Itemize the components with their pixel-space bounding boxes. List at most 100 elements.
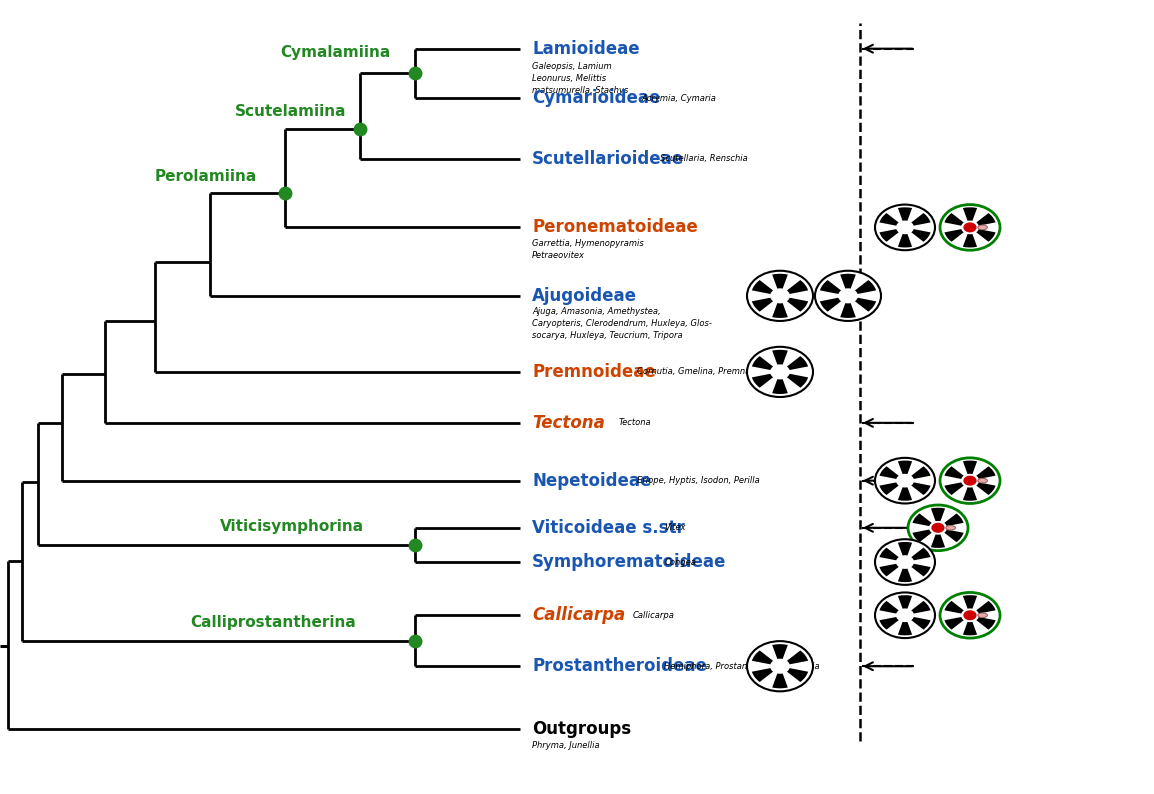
Circle shape — [875, 592, 935, 638]
Circle shape — [941, 458, 1001, 503]
Wedge shape — [879, 483, 899, 495]
Wedge shape — [898, 461, 912, 474]
Wedge shape — [772, 303, 788, 318]
Ellipse shape — [977, 478, 988, 483]
Wedge shape — [819, 280, 841, 294]
Wedge shape — [898, 207, 912, 221]
Wedge shape — [913, 514, 931, 526]
Text: Eriope, Hyptis, Isodon, Perilla: Eriope, Hyptis, Isodon, Perilla — [637, 476, 759, 485]
Ellipse shape — [946, 526, 956, 530]
Wedge shape — [772, 380, 788, 394]
Wedge shape — [819, 298, 841, 311]
Text: Ajugoideae: Ajugoideae — [532, 287, 637, 305]
Text: Premnoideae: Premnoideae — [532, 363, 655, 381]
Circle shape — [964, 476, 976, 486]
Wedge shape — [944, 213, 964, 225]
Wedge shape — [787, 280, 808, 294]
Text: Tectona: Tectona — [532, 414, 605, 432]
Text: Callicarpa: Callicarpa — [632, 611, 674, 620]
Text: Viticisymphorina: Viticisymphorina — [220, 519, 365, 534]
Wedge shape — [879, 548, 899, 561]
Text: Symphorematoideae: Symphorematoideae — [532, 553, 726, 571]
Wedge shape — [962, 596, 977, 609]
Text: Acrymia, Cymaria: Acrymia, Cymaria — [642, 94, 717, 102]
Wedge shape — [976, 483, 996, 495]
Text: Calliprostantherina: Calliprostantherina — [190, 615, 355, 630]
Text: Cymarioideae: Cymarioideae — [532, 89, 660, 107]
Wedge shape — [898, 569, 912, 582]
Text: Tectona: Tectona — [619, 418, 652, 427]
Text: Viticoideae s.str: Viticoideae s.str — [532, 518, 684, 537]
Circle shape — [941, 205, 1001, 250]
Circle shape — [747, 347, 814, 397]
Wedge shape — [752, 357, 773, 370]
Wedge shape — [912, 617, 930, 630]
Wedge shape — [912, 564, 930, 576]
Ellipse shape — [977, 613, 988, 618]
Wedge shape — [944, 483, 964, 495]
Circle shape — [747, 271, 814, 321]
Wedge shape — [772, 673, 788, 688]
Wedge shape — [898, 234, 912, 248]
Wedge shape — [879, 466, 899, 479]
Wedge shape — [787, 298, 808, 311]
Wedge shape — [962, 622, 977, 635]
Wedge shape — [962, 461, 977, 474]
Wedge shape — [772, 644, 788, 659]
Wedge shape — [752, 280, 773, 294]
Circle shape — [964, 611, 976, 620]
Text: Callicarpa: Callicarpa — [532, 607, 625, 624]
Circle shape — [747, 641, 814, 692]
Wedge shape — [912, 213, 930, 225]
Wedge shape — [912, 601, 930, 614]
Text: Peronematoideae: Peronematoideae — [532, 218, 698, 237]
Wedge shape — [840, 274, 856, 288]
Wedge shape — [976, 617, 996, 630]
Text: Phryma, Junellia: Phryma, Junellia — [532, 741, 600, 750]
Wedge shape — [752, 298, 773, 311]
Wedge shape — [912, 548, 930, 561]
Wedge shape — [962, 488, 977, 501]
Wedge shape — [944, 617, 964, 630]
Wedge shape — [912, 483, 930, 495]
Wedge shape — [944, 514, 964, 526]
Wedge shape — [898, 542, 912, 556]
Text: Hemiphora, Prostanthera, Westringia: Hemiphora, Prostanthera, Westringia — [665, 661, 820, 671]
Wedge shape — [879, 617, 899, 630]
Wedge shape — [976, 229, 996, 241]
Text: Scutellaria, Renschia: Scutellaria, Renschia — [660, 155, 748, 164]
Circle shape — [875, 539, 935, 585]
Wedge shape — [772, 350, 788, 364]
Wedge shape — [879, 229, 899, 241]
Circle shape — [964, 222, 976, 233]
Text: Galeopsis, Lamium
Leonurus, Melittis
matsumurella, Stachys: Galeopsis, Lamium Leonurus, Melittis mat… — [532, 63, 628, 95]
Text: Ajuga, Amasonia, Amethystea,
Caryopteris, Clerodendrum, Huxleya, Glos-
socarya, : Ajuga, Amasonia, Amethystea, Caryopteris… — [532, 307, 712, 340]
Wedge shape — [879, 601, 899, 614]
Wedge shape — [944, 229, 964, 241]
Wedge shape — [944, 601, 964, 614]
Wedge shape — [898, 622, 912, 635]
Wedge shape — [913, 530, 931, 542]
Text: Cymalamiina: Cymalamiina — [280, 45, 390, 60]
Text: Scutellarioideae: Scutellarioideae — [532, 150, 684, 168]
Text: Vitex: Vitex — [665, 523, 685, 532]
Wedge shape — [976, 466, 996, 479]
Wedge shape — [976, 213, 996, 225]
Wedge shape — [962, 234, 977, 248]
Text: Scutelamiina: Scutelamiina — [235, 104, 346, 118]
Wedge shape — [962, 207, 977, 221]
Text: Nepetoideae: Nepetoideae — [532, 472, 651, 490]
Circle shape — [908, 505, 968, 550]
Text: Perolamiina: Perolamiina — [155, 169, 257, 184]
Circle shape — [941, 592, 1001, 638]
Text: Congea: Congea — [665, 557, 696, 567]
Wedge shape — [931, 534, 945, 548]
Wedge shape — [898, 488, 912, 501]
Wedge shape — [787, 374, 808, 387]
Wedge shape — [772, 274, 788, 288]
Wedge shape — [840, 303, 856, 318]
Wedge shape — [855, 298, 876, 311]
Text: Garrettia, Hymenopyramis
Petraeovitex: Garrettia, Hymenopyramis Petraeovitex — [532, 239, 644, 260]
Wedge shape — [752, 650, 773, 665]
Wedge shape — [752, 668, 773, 682]
